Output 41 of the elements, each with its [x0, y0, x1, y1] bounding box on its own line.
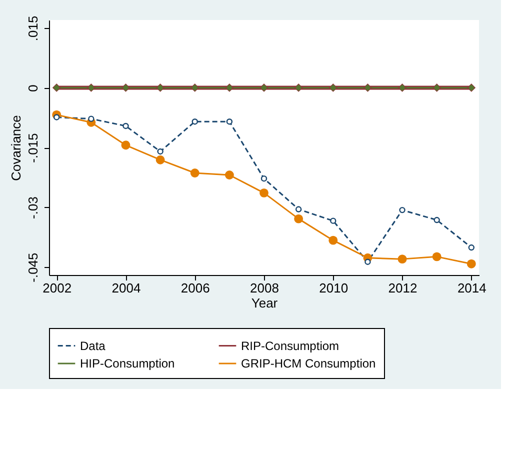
point [432, 252, 442, 262]
legend-label: RIP-Consumptiom [241, 338, 340, 353]
y-tick-label: .015 [26, 16, 40, 42]
point [330, 218, 336, 224]
point [399, 206, 406, 214]
x-axis-title: Year [251, 296, 278, 310]
x-tick-label: 2002 [42, 280, 72, 296]
point [54, 114, 60, 120]
point [294, 214, 304, 224]
x-tick-label: 2008 [250, 280, 279, 296]
point [260, 188, 268, 198]
point [122, 122, 129, 130]
y-tick-label: 0 [26, 84, 40, 92]
y-tick-label: -.015 [26, 133, 40, 163]
point [121, 140, 130, 150]
point [468, 244, 474, 251]
point [466, 259, 476, 268]
y-tick-label: -.03 [26, 196, 40, 219]
x-tick-label: 2006 [180, 280, 210, 296]
point [226, 118, 233, 125]
y-tick-label: -.045 [26, 252, 40, 282]
point [192, 118, 198, 125]
point [224, 170, 234, 180]
x-tick-label: 2004 [112, 280, 141, 296]
legend-label: Data [80, 338, 106, 353]
point [190, 168, 200, 178]
point [157, 148, 164, 155]
point [260, 175, 268, 182]
point [398, 254, 407, 264]
x-tick-label: 2014 [457, 280, 486, 296]
legend-label: HIP-Consumption [80, 356, 175, 370]
point [364, 258, 371, 265]
point [88, 116, 94, 122]
point [328, 236, 338, 245]
point [156, 155, 165, 164]
x-tick-label: 2012 [388, 280, 418, 296]
legend-label: GRIP-HCM Consumption [241, 356, 376, 370]
point [295, 206, 302, 212]
point [434, 216, 440, 224]
y-axis-title: Covariance [8, 115, 24, 181]
x-tick-label: 2010 [319, 280, 348, 296]
